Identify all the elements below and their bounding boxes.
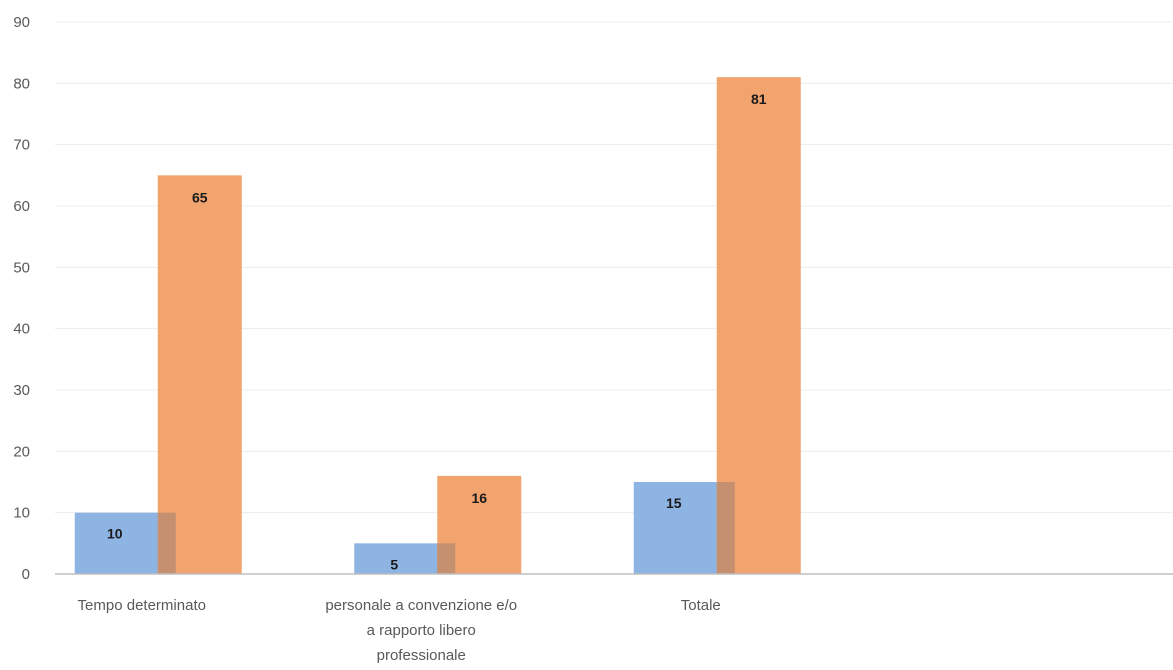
y-tick-label: 80 (13, 75, 30, 92)
y-tick-label: 40 (13, 321, 30, 338)
y-tick-label: 60 (13, 198, 30, 215)
labels: 0 10 20 30 40 50 60 70 80 90 10 65 Tempo determinato… (13, 14, 766, 664)
data-label-series-1: 5 (390, 556, 398, 572)
x-tick-label: personale a convenzione e/o (325, 597, 517, 614)
y-tick-label: 10 (13, 505, 30, 522)
y-tick-label: 50 (13, 259, 30, 276)
data-label-series-2: 65 (192, 189, 208, 205)
bar-overlap (437, 543, 456, 574)
x-tick-label: Tempo determinato (78, 597, 206, 614)
y-tick-label: 90 (13, 14, 30, 31)
data-label-series-1: 15 (666, 495, 682, 511)
bar-overlap (157, 512, 176, 574)
y-tick-label: 20 (13, 443, 30, 460)
x-tick-label: professionale (377, 647, 466, 664)
y-tick-label: 30 (13, 382, 30, 399)
bar-series-1 (354, 543, 439, 574)
data-label-series-1: 10 (107, 526, 123, 542)
bar-series-2 (157, 175, 242, 575)
y-tick-label: 70 (13, 137, 30, 154)
bars (74, 77, 801, 575)
bar-series-1 (633, 482, 718, 574)
bar-series-1 (74, 512, 159, 574)
bar-overlap (716, 482, 735, 574)
data-label-series-2: 16 (471, 490, 487, 506)
x-tick-label: a rapporto libero (367, 622, 476, 639)
x-tick-label: Totale (681, 597, 721, 614)
data-label-series-2: 81 (751, 91, 767, 107)
y-tick-label: 0 (22, 566, 30, 583)
